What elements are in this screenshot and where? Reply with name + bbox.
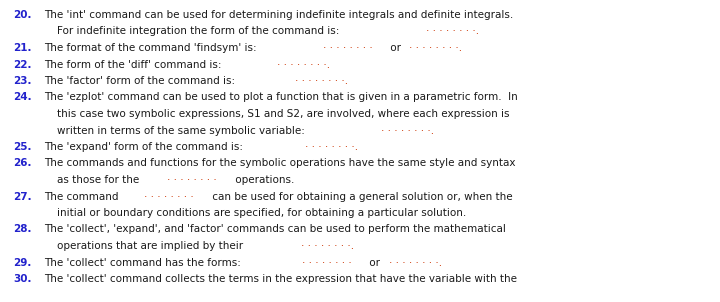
Text: 23.: 23. [13,76,32,86]
Text: 20.: 20. [13,10,32,20]
Text: 24.: 24. [13,92,32,102]
Text: The format of the command 'findsym' is:: The format of the command 'findsym' is: [44,43,260,53]
Text: The 'int' command can be used for determining indefinite integrals and definite : The 'int' command can be used for determ… [44,10,513,20]
Text: 22.: 22. [13,59,32,69]
Text: · · · · · · · ·.: · · · · · · · ·. [302,241,354,251]
Text: as those for the: as those for the [57,175,143,185]
Text: · · · · · · · ·.: · · · · · · · ·. [381,126,434,136]
Text: The form of the 'diff' command is:: The form of the 'diff' command is: [44,59,225,69]
Text: · · · · · · · ·.: · · · · · · · ·. [305,142,358,152]
Text: operations that are implied by their: operations that are implied by their [57,241,246,251]
Text: or: or [387,43,404,53]
Text: 28.: 28. [13,224,32,234]
Text: 27.: 27. [13,191,32,201]
Text: The 'factor' form of the command is:: The 'factor' form of the command is: [44,76,238,86]
Text: 30.: 30. [13,274,32,284]
Text: · · · · · · · ·: · · · · · · · · [323,43,372,53]
Text: written in terms of the same symbolic variable:: written in terms of the same symbolic va… [57,126,308,136]
Text: operations.: operations. [232,175,294,185]
Text: this case two symbolic expressions, S1 and S2, are involved, where each expressi: this case two symbolic expressions, S1 a… [57,109,510,119]
Text: · · · · · · · ·.: · · · · · · · ·. [426,27,479,37]
Text: 26.: 26. [13,159,32,169]
Text: The 'expand' form of the command is:: The 'expand' form of the command is: [44,142,246,152]
Text: · · · · · · · ·.: · · · · · · · ·. [389,258,442,268]
Text: · · · · · · · ·.: · · · · · · · ·. [277,59,330,69]
Text: can be used for obtaining a general solution or, when the: can be used for obtaining a general solu… [209,191,512,201]
Text: The commands and functions for the symbolic operations have the same style and s: The commands and functions for the symbo… [44,159,516,169]
Text: initial or boundary conditions are specified, for obtaining a particular solutio: initial or boundary conditions are speci… [57,208,467,218]
Text: · · · · · · · ·.: · · · · · · · ·. [294,76,348,86]
Text: or: or [366,258,384,268]
Text: · · · · · · · ·.: · · · · · · · ·. [409,43,462,53]
Text: · · · · · · · ·: · · · · · · · · [144,191,194,201]
Text: The 'collect' command collects the terms in the expression that have the variabl: The 'collect' command collects the terms… [44,274,517,284]
Text: 25.: 25. [13,142,32,152]
Text: The command: The command [44,191,122,201]
Text: The 'collect', 'expand', and 'factor' commands can be used to perform the mathem: The 'collect', 'expand', and 'factor' co… [44,224,506,234]
Text: For indefinite integration the form of the command is:: For indefinite integration the form of t… [57,27,343,37]
Text: The 'ezplot' command can be used to plot a function that is given in a parametri: The 'ezplot' command can be used to plot… [44,92,518,102]
Text: 21.: 21. [13,43,32,53]
Text: The 'collect' command has the forms:: The 'collect' command has the forms: [44,258,244,268]
Text: 29.: 29. [13,258,32,268]
Text: · · · · · · · ·: · · · · · · · · [167,175,217,185]
Text: · · · · · · · ·: · · · · · · · · [302,258,352,268]
